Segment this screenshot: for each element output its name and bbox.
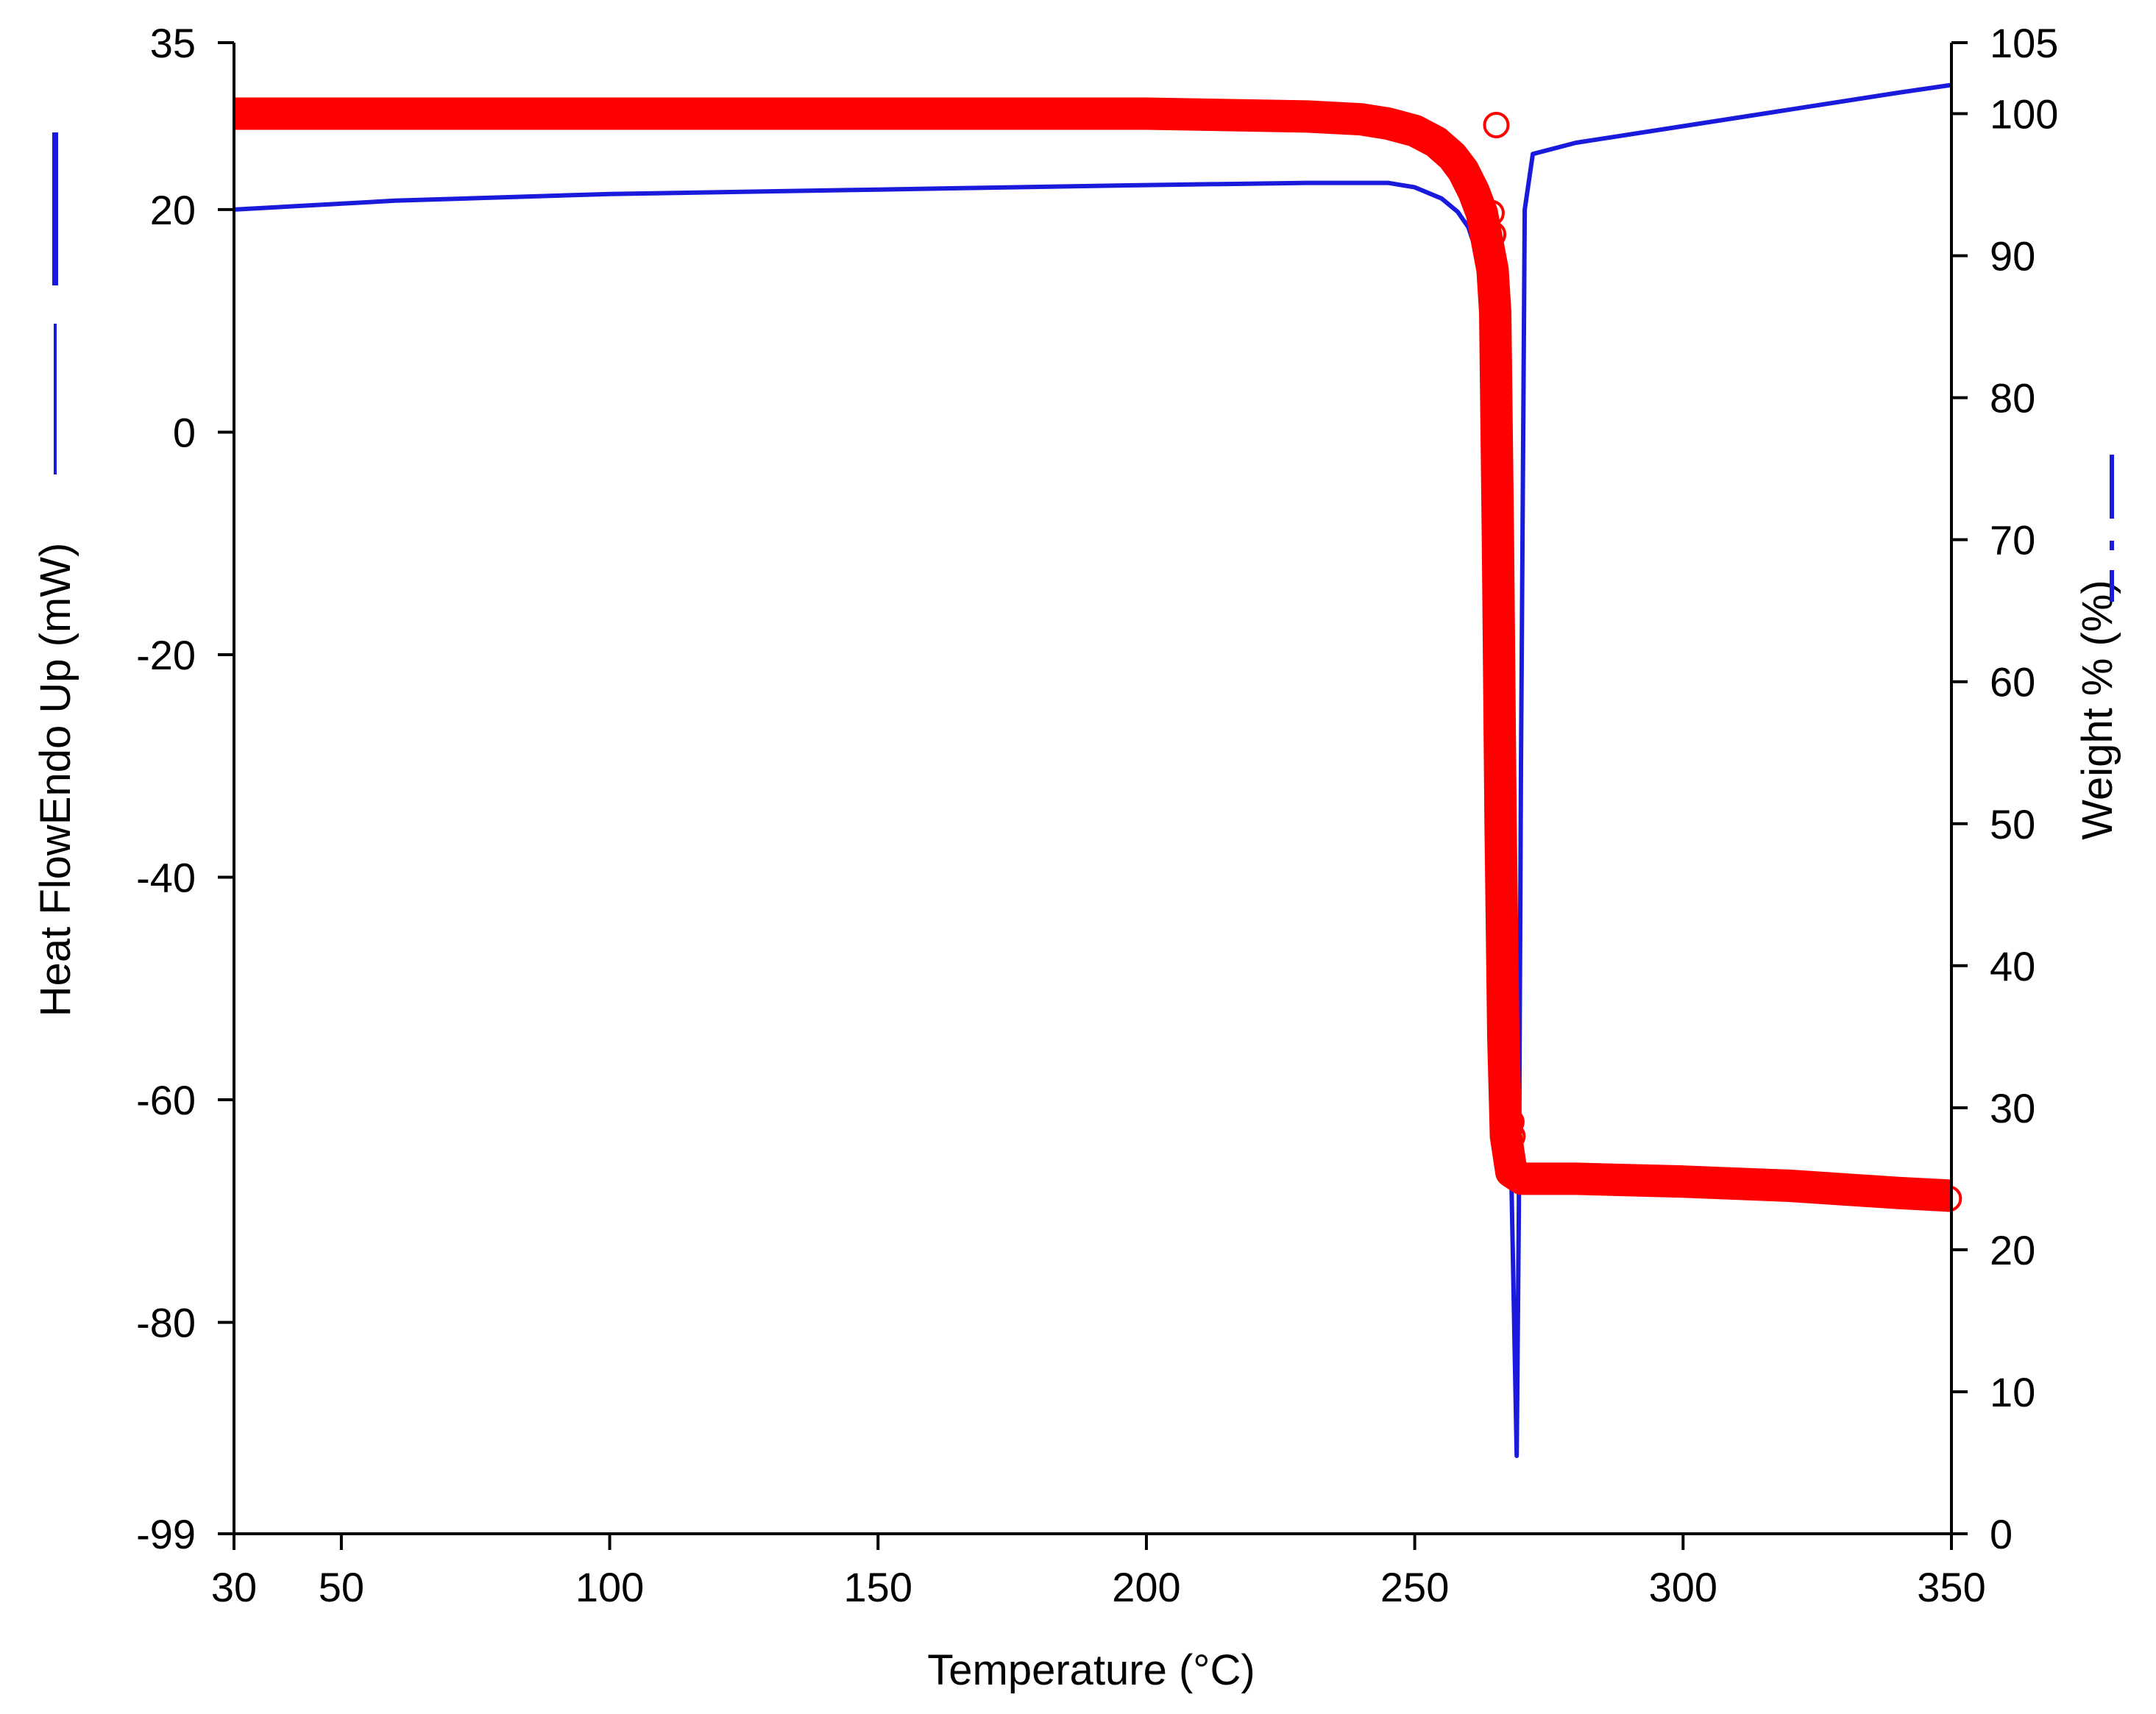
weight-data-point xyxy=(1413,129,1416,132)
y-right-tick-label: 80 xyxy=(1990,375,2035,422)
weight-data-point xyxy=(1681,1180,1685,1184)
weight-data-point xyxy=(1896,1191,1900,1195)
weight-data-point xyxy=(1472,190,1475,193)
heat-flow-data-point xyxy=(1523,208,1526,211)
weight-circle-marker xyxy=(1489,995,1517,1022)
heat-flow-data-point xyxy=(1789,108,1792,111)
weight-data-point xyxy=(1305,115,1309,118)
weight-circle-marker xyxy=(1482,292,1509,319)
weight-data-point xyxy=(608,112,611,115)
weight-circle-marker xyxy=(1478,199,1505,227)
y-left-tick-label: -60 xyxy=(136,1077,196,1123)
x-tick-label: 300 xyxy=(1649,1564,1717,1610)
weight-circle-marker xyxy=(1492,1059,1519,1086)
weight-data-point xyxy=(1494,310,1497,314)
heat-flow-data-point xyxy=(1574,141,1577,144)
y-right-axis-title: Weight % (%) xyxy=(2074,580,2121,839)
weight-data-point xyxy=(1144,112,1148,115)
y-left-tick-label: -40 xyxy=(136,855,196,901)
heat-flow-data-point xyxy=(1386,182,1389,185)
x-axis-title: Temperature (°C) xyxy=(927,1646,1255,1694)
x-tick-label: 30 xyxy=(211,1564,257,1610)
y-right-tick-label: 20 xyxy=(1990,1227,2035,1273)
x-tick-label: 150 xyxy=(844,1564,912,1610)
weight-data-point xyxy=(1501,1035,1505,1039)
x-tick-label: 50 xyxy=(319,1564,364,1610)
weight-circle-marker xyxy=(1486,881,1513,908)
heat-flow-data-point xyxy=(1306,182,1309,185)
weight-data-point xyxy=(1496,538,1500,541)
weight-data-point xyxy=(1450,154,1454,158)
heat-flow-data-point xyxy=(1520,764,1522,767)
y-right-tick-label: 0 xyxy=(1990,1511,2013,1557)
y-left-tick-label: 20 xyxy=(150,187,196,233)
heat-flow-data-point xyxy=(1515,1454,1518,1457)
heat-flow-data-point xyxy=(1513,1343,1516,1346)
heat-flow-data-point xyxy=(1414,186,1416,189)
weight-circle-marker xyxy=(1480,221,1507,248)
y-right-tick-label: 100 xyxy=(1990,91,2058,138)
weight-series-line xyxy=(234,97,1953,1212)
axes-layer: 30 50 100 150 200 250 300 35035200-20-40-60-80-… xyxy=(136,20,2058,1610)
y-left-title-group: Heat FlowEndo Up (mW) xyxy=(32,543,79,1017)
y-left-tick-label: -99 xyxy=(136,1511,196,1557)
weight-data-point xyxy=(1789,1184,1792,1188)
weight-data-point xyxy=(1359,118,1363,121)
y-left-tick-label: -20 xyxy=(136,632,196,678)
heat-flow-data-point xyxy=(1456,210,1459,213)
weight-data-point xyxy=(1486,240,1489,243)
heat-flow-data-point xyxy=(1681,124,1684,127)
weight-data-point xyxy=(1509,1170,1513,1173)
heat-flow-data-point xyxy=(876,188,879,191)
weight-data-point xyxy=(1434,141,1438,144)
weight-data-point xyxy=(1491,268,1494,271)
y-right-tick-label: 105 xyxy=(1990,20,2058,66)
heat-flow-data-point xyxy=(609,193,611,196)
x-tick-label: 200 xyxy=(1112,1564,1180,1610)
heat-flow-data-point xyxy=(1517,1209,1520,1212)
weight-data-point xyxy=(1574,1177,1578,1181)
y-right-tick-label: 90 xyxy=(1990,233,2035,280)
y-left-tick-label: -80 xyxy=(136,1300,196,1346)
weight-data-point xyxy=(1499,822,1503,825)
x-tick-label: 100 xyxy=(575,1564,644,1610)
weight-circle-marker xyxy=(1935,1185,1962,1212)
weight-data-point xyxy=(1461,168,1465,172)
heat-flow-series-line xyxy=(233,82,1952,1459)
y-right-tick-label: 30 xyxy=(1990,1085,2035,1131)
y-right-tick-label: 10 xyxy=(1990,1369,2035,1415)
heat-flow-data-point xyxy=(1896,91,1899,94)
y-right-tick-label: 60 xyxy=(1990,659,2035,705)
heat-flow-data-point xyxy=(1511,1232,1514,1235)
heat-flow-data-point xyxy=(1440,197,1443,200)
weight-data-point xyxy=(1386,122,1390,126)
x-tick-label: 350 xyxy=(1917,1564,1985,1610)
y-right-tick-label: 40 xyxy=(1990,943,2035,989)
y-right-tick-label: 50 xyxy=(1990,801,2035,847)
y-left-axis-title: Heat FlowEndo Up (mW) xyxy=(32,543,79,1017)
weight-data-point xyxy=(1504,1134,1508,1138)
weight-circle-marker xyxy=(1497,1109,1525,1136)
weight-data-point xyxy=(1520,1177,1524,1181)
series-layer xyxy=(233,82,1962,1459)
weight-circle-marker xyxy=(1483,111,1510,138)
x-tick-label: 250 xyxy=(1380,1564,1449,1610)
weight-circle-marker xyxy=(1499,1123,1526,1150)
heat-flow-data-point xyxy=(1531,152,1534,155)
y-left-tick-label: 0 xyxy=(173,409,196,455)
y-right-title-group: Weight % (%) xyxy=(2074,580,2121,839)
y-left-tick-label: 35 xyxy=(150,20,196,66)
heat-flow-data-point xyxy=(394,199,397,202)
y-right-tick-label: 70 xyxy=(1990,517,2035,563)
heat-flow-data-point xyxy=(1145,184,1148,187)
